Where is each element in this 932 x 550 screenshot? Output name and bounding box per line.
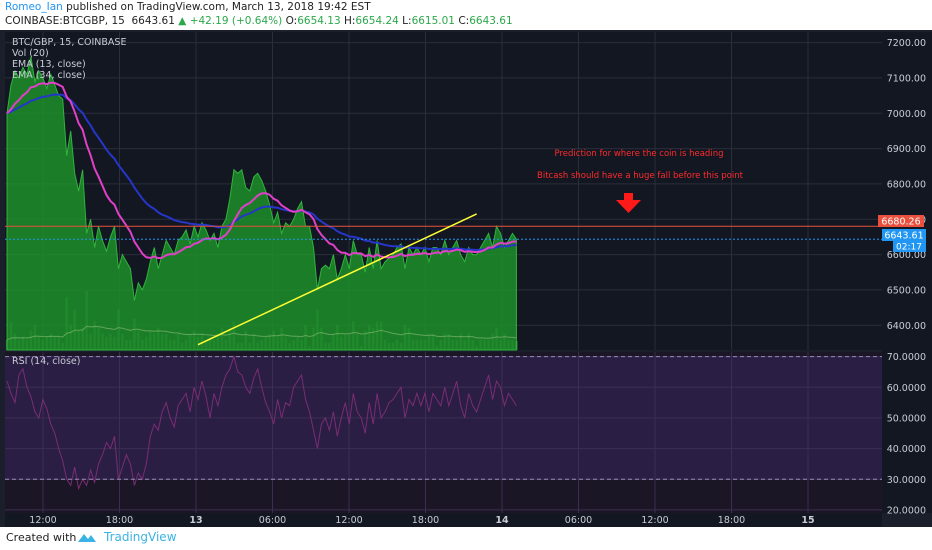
price-tick-label: 7200.00	[887, 38, 926, 49]
price-tick-label: 6500.00	[887, 285, 926, 296]
tradingview-brand[interactable]: TradingView	[104, 530, 177, 544]
publish-line: Romeo_Ian published on TradingView.com, …	[5, 1, 371, 13]
open-value: 6654.13	[297, 15, 341, 27]
low-value: 6615.01	[411, 15, 455, 27]
price-tick-label: 6800.00	[887, 179, 926, 190]
price-tick-label: 6900.00	[887, 144, 926, 155]
close-label: C:	[458, 15, 470, 27]
time-tick-label: 06:00	[565, 515, 592, 526]
high-value: 6654.24	[355, 15, 399, 27]
rsi-band	[5, 357, 882, 480]
time-axis[interactable]	[5, 513, 882, 527]
time-tick-label: 15	[801, 515, 814, 526]
target-price-tag	[878, 215, 924, 227]
price-change: +42.19 (+0.64%)	[189, 15, 283, 27]
open-label: O:	[285, 15, 298, 27]
time-tick-label: 18:00	[718, 515, 745, 526]
rsi-tick-labels: 70.0000 60.0000 50.0000 40.0000 30.0000 20.00…	[887, 352, 926, 516]
price-axis[interactable]	[882, 32, 932, 513]
close-value: 6643.61	[469, 15, 513, 27]
ohlc-line: COINBASE:BTCGBP, 15 6643.61 ▲ +42.19 (+0…	[5, 15, 513, 27]
footer: Created with TradingView	[0, 527, 932, 550]
price-tick-label: 7000.00	[887, 109, 926, 120]
time-tick-label: 18:00	[106, 515, 133, 526]
legend-title: BTC/GBP, 15, COINBASE	[12, 37, 126, 48]
price-tick-labels: 7200.007100.007000.006900.006800.006700.…	[887, 38, 926, 332]
rsi-tick-label: 50.0000	[887, 413, 926, 424]
target-price-label: 6680.26	[881, 217, 920, 228]
rsi-tick-label: 70.0000	[887, 352, 926, 363]
symbol-label: COINBASE:BTCGBP, 15	[5, 15, 125, 27]
tradingview-logo-icon	[78, 534, 96, 542]
published-text: published on TradingView.com, March 13, …	[66, 1, 371, 13]
last-price: 6643.61	[131, 15, 175, 27]
time-tick-label: 06:00	[259, 515, 286, 526]
price-tick-label: 7100.00	[887, 73, 926, 84]
prediction-annotation: Prediction for where the coin is heading	[555, 149, 724, 159]
rsi-tick-label: 40.0000	[887, 444, 926, 455]
rsi-tick-label: 30.0000	[887, 475, 926, 486]
legend-vol[interactable]: Vol (20)	[12, 48, 49, 59]
time-tick-labels: 12:00 18:00 13 06:00 12:00 18:00 14 06:00 12:00 1…	[29, 515, 814, 526]
time-tick-label: 12:00	[335, 515, 362, 526]
high-label: H:	[343, 15, 356, 27]
up-triangle-icon: ▲	[178, 15, 187, 27]
countdown-tag	[893, 241, 926, 252]
time-tick-label: 13	[189, 515, 202, 526]
time-tick-label: 14	[495, 515, 509, 526]
author-link[interactable]: Romeo_Ian	[5, 1, 63, 13]
ema13-line	[6, 81, 517, 260]
time-tick-label: 18:00	[412, 515, 439, 526]
countdown-label: 02:17	[896, 243, 922, 253]
time-tick-label: 12:00	[29, 515, 56, 526]
time-tick-label: 12:00	[641, 515, 668, 526]
legend-ema34[interactable]: EMA (34, close)	[12, 70, 86, 81]
price-tick-label: 6600.00	[887, 250, 926, 261]
volume-ma-line	[6, 325, 517, 341]
rsi-tick-label: 20.0000	[887, 505, 926, 516]
last-price-tag	[882, 229, 926, 241]
rsi-line	[6, 354, 517, 491]
last-price-label: 6643.61	[884, 231, 923, 242]
ema34-line	[6, 93, 517, 252]
trend-line[interactable]	[197, 213, 477, 346]
price-tick-label: 6400.00	[887, 321, 926, 332]
low-label: L:	[402, 15, 412, 27]
bitcash-annotation: Bitcash should have a huge fall before t…	[537, 171, 744, 181]
price-chart[interactable]: 7200.007100.007000.006900.006800.006700.…	[0, 30, 932, 527]
down-arrow-icon	[616, 193, 641, 213]
created-with-label: Created with	[6, 531, 77, 544]
rsi-tick-label: 60.0000	[887, 383, 926, 394]
chart-header: Romeo_Ian published on TradingView.com, …	[0, 0, 932, 30]
legend-rsi[interactable]: RSI (14, close)	[12, 356, 80, 367]
legend-ema13[interactable]: EMA (13, close)	[12, 59, 86, 70]
